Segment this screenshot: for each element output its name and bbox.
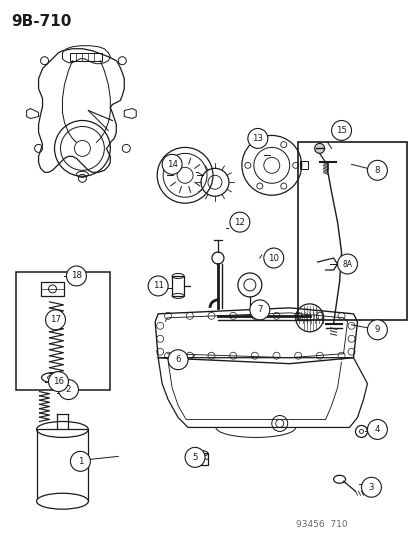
- Circle shape: [331, 120, 351, 140]
- Circle shape: [168, 350, 188, 370]
- Text: 9: 9: [374, 325, 379, 334]
- Circle shape: [45, 310, 65, 330]
- Text: 15: 15: [335, 126, 346, 135]
- Circle shape: [249, 300, 269, 320]
- Text: 9B-710: 9B-710: [11, 14, 71, 29]
- Circle shape: [70, 451, 90, 471]
- Bar: [172, 276, 184, 296]
- Text: 93456  710: 93456 710: [295, 520, 347, 529]
- Text: 8: 8: [374, 166, 379, 175]
- Circle shape: [58, 379, 78, 400]
- Circle shape: [361, 477, 380, 497]
- Circle shape: [337, 254, 357, 274]
- Text: 11: 11: [152, 281, 163, 290]
- Bar: [70, 53, 102, 61]
- Text: 13: 13: [252, 134, 263, 143]
- Text: 5: 5: [192, 453, 197, 462]
- Bar: [192, 454, 207, 465]
- Text: 12: 12: [234, 217, 245, 227]
- Text: 2: 2: [66, 385, 71, 394]
- Circle shape: [66, 266, 86, 286]
- Text: 4: 4: [374, 425, 379, 434]
- Circle shape: [185, 447, 204, 467]
- Text: 17: 17: [50, 316, 61, 324]
- Circle shape: [229, 212, 249, 232]
- Text: 18: 18: [71, 271, 82, 280]
- Text: 8A: 8A: [342, 260, 352, 269]
- Bar: [16, 272, 110, 390]
- Circle shape: [367, 160, 387, 180]
- Bar: [36, 430, 88, 501]
- Bar: [299, 161, 307, 169]
- Circle shape: [367, 419, 387, 439]
- Bar: [40, 282, 64, 296]
- Text: 3: 3: [368, 483, 373, 492]
- Circle shape: [314, 143, 324, 154]
- Text: 10: 10: [268, 254, 279, 263]
- Circle shape: [367, 320, 387, 340]
- Circle shape: [48, 372, 68, 392]
- Text: 6: 6: [175, 355, 180, 364]
- Text: 1: 1: [78, 457, 83, 466]
- Circle shape: [162, 155, 182, 174]
- Ellipse shape: [36, 493, 88, 509]
- Circle shape: [263, 248, 283, 268]
- Circle shape: [247, 128, 267, 148]
- Bar: [297, 142, 406, 320]
- Text: 16: 16: [53, 377, 64, 386]
- Circle shape: [148, 276, 168, 296]
- Text: 7: 7: [256, 305, 262, 314]
- Text: 14: 14: [166, 160, 177, 169]
